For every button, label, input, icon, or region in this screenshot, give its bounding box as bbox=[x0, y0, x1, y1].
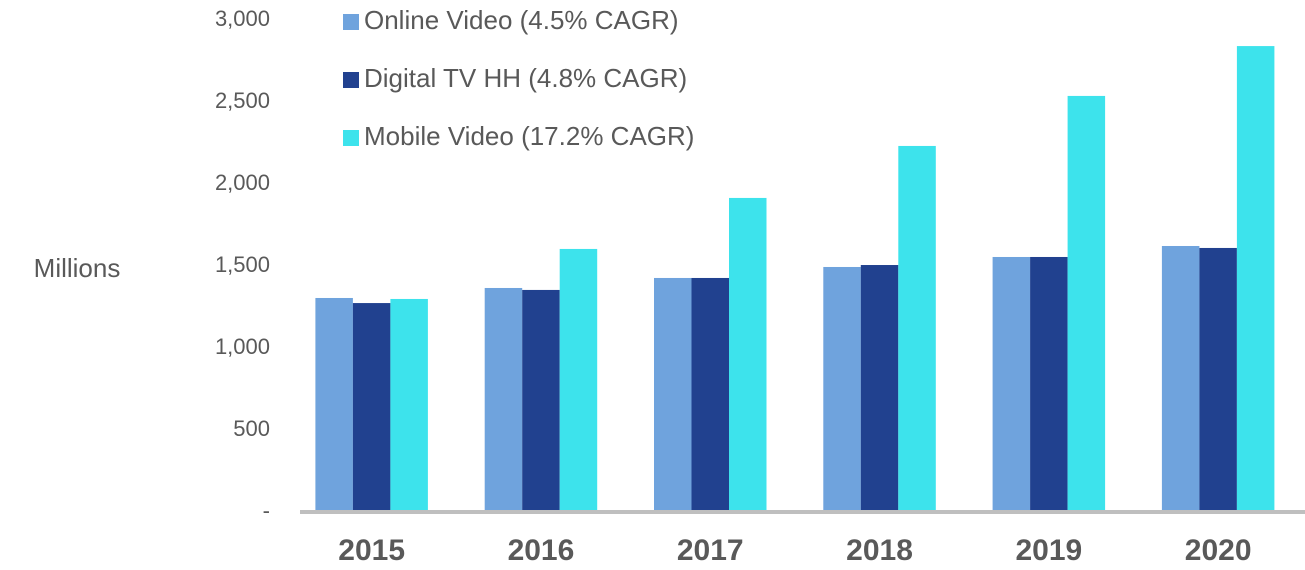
y-tick-label: 1,500 bbox=[215, 252, 270, 277]
x-tick-label: 2015 bbox=[338, 534, 405, 567]
legend-swatch bbox=[343, 130, 359, 146]
x-tick-label: 2019 bbox=[1015, 534, 1082, 567]
bar bbox=[1161, 245, 1200, 512]
legend-label: Digital TV HH (4.8% CAGR) bbox=[364, 63, 687, 93]
legend-label: Mobile Video (17.2% CAGR) bbox=[364, 121, 694, 151]
bar bbox=[992, 256, 1031, 512]
x-tick-label: 2018 bbox=[846, 534, 913, 567]
legend-label: Online Video (4.5% CAGR) bbox=[364, 5, 679, 35]
bar bbox=[484, 287, 523, 512]
legend-swatch bbox=[343, 14, 359, 30]
bar bbox=[522, 289, 560, 512]
bar bbox=[729, 197, 767, 512]
bar bbox=[1199, 247, 1237, 512]
bar bbox=[559, 248, 598, 512]
bar bbox=[315, 297, 353, 512]
bar bbox=[691, 277, 729, 512]
y-tick-label: - bbox=[263, 498, 270, 523]
y-tick-label: 1,000 bbox=[215, 334, 270, 359]
x-tick-label: 2017 bbox=[677, 534, 744, 567]
bar bbox=[654, 277, 692, 512]
bar bbox=[1236, 46, 1275, 513]
bar bbox=[352, 303, 391, 512]
y-tick-label: 3,000 bbox=[215, 6, 270, 31]
y-axis-title: Millions bbox=[34, 253, 121, 283]
bar bbox=[1030, 256, 1068, 512]
y-tick-label: 2,500 bbox=[215, 88, 270, 113]
bar bbox=[390, 298, 428, 512]
y-tick-label: 2,000 bbox=[215, 170, 270, 195]
bar bbox=[1067, 95, 1106, 512]
x-tick-label: 2016 bbox=[508, 534, 575, 567]
bar bbox=[860, 265, 899, 512]
x-tick-label: 2020 bbox=[1185, 534, 1252, 567]
legend-swatch bbox=[343, 72, 359, 88]
y-tick-label: 500 bbox=[233, 416, 270, 441]
bar bbox=[823, 266, 861, 512]
bar bbox=[898, 145, 936, 512]
